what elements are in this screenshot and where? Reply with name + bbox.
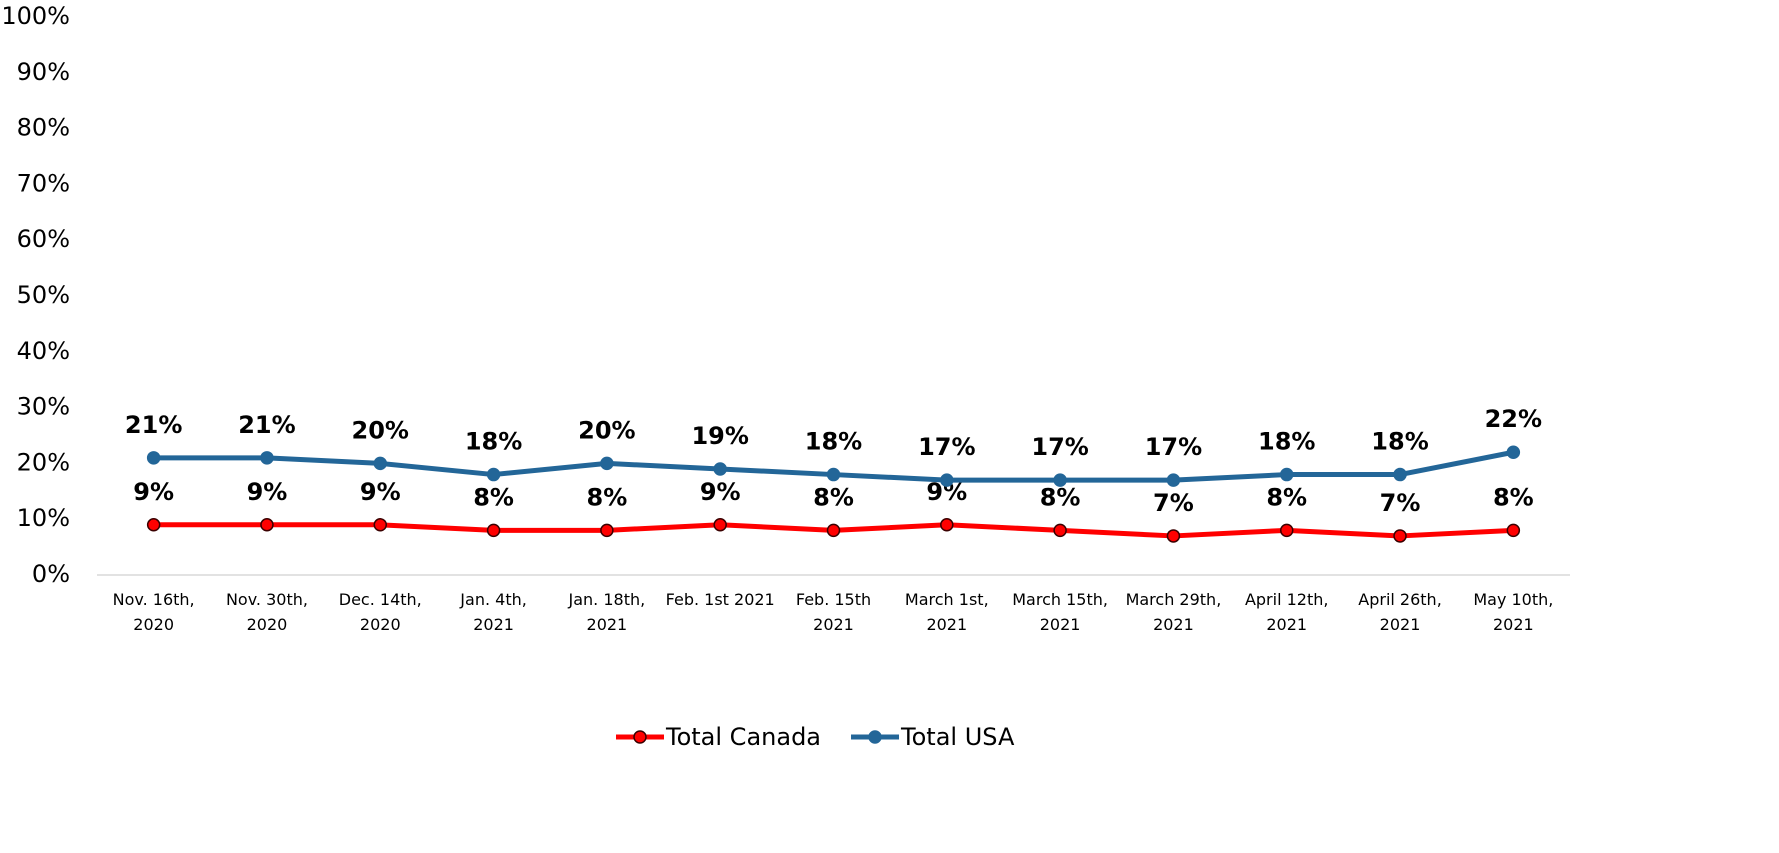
data-label: 9% — [360, 478, 401, 506]
legend-label: Total Canada — [665, 723, 821, 751]
data-label: 9% — [700, 478, 741, 506]
legend-marker — [633, 730, 647, 744]
y-tick-label: 10% — [17, 504, 70, 532]
y-tick-label: 90% — [17, 58, 70, 86]
y-tick-label: 70% — [17, 169, 70, 197]
data-label: 18% — [805, 428, 862, 456]
legend-label: Total USA — [900, 723, 1015, 751]
x-tick-label: March 1st, 2021 — [904, 590, 989, 634]
data-point — [1053, 523, 1067, 538]
x-tick-label: Jan. 4th, 2021 — [460, 590, 527, 634]
data-label: 19% — [691, 422, 748, 450]
y-tick-label: 50% — [17, 281, 70, 309]
x-tick-label: Dec. 14th, 2020 — [338, 590, 422, 634]
data-point — [940, 473, 954, 487]
data-point — [713, 462, 727, 476]
x-tick-label: Feb. 1st 2021 — [665, 590, 775, 609]
data-point — [826, 523, 841, 538]
data-point — [486, 523, 501, 538]
data-label: 8% — [1266, 483, 1307, 511]
data-label: 8% — [813, 483, 854, 511]
data-label: 20% — [578, 416, 635, 444]
data-point — [260, 518, 274, 532]
data-label: 8% — [473, 483, 514, 511]
data-label: 7% — [1380, 489, 1421, 517]
data-label: 9% — [133, 478, 174, 506]
data-label: 21% — [238, 411, 295, 439]
data-label: 21% — [125, 411, 182, 439]
data-point — [1506, 445, 1521, 459]
data-point — [1506, 523, 1521, 538]
data-label: 18% — [1371, 428, 1428, 456]
data-point — [826, 467, 841, 482]
data-label: 8% — [587, 483, 628, 511]
x-tick-label: Jan. 18th, 2021 — [568, 590, 646, 634]
data-point — [1393, 467, 1407, 482]
x-tick-label: Nov. 30th, 2020 — [225, 590, 308, 634]
y-tick-label: 20% — [17, 448, 70, 476]
data-point — [1166, 529, 1181, 543]
data-label: 8% — [1493, 483, 1534, 511]
data-label: 20% — [352, 416, 409, 444]
data-point — [1053, 473, 1067, 487]
y-tick-label: 80% — [17, 114, 70, 142]
x-tick-label: Nov. 16th, 2020 — [112, 590, 195, 634]
data-label: 9% — [247, 478, 288, 506]
data-point — [713, 518, 727, 532]
data-point — [600, 456, 614, 471]
data-label: 22% — [1485, 405, 1542, 433]
x-tick-label: Feb. 15th 2021 — [795, 590, 872, 634]
data-point — [146, 518, 161, 532]
data-point — [373, 518, 388, 532]
y-tick-label: 0% — [32, 560, 70, 588]
x-tick-label: April 26th, 2021 — [1358, 590, 1442, 634]
data-point — [1279, 467, 1294, 482]
data-point — [940, 518, 954, 532]
data-point — [146, 451, 161, 465]
y-tick-label: 60% — [17, 225, 70, 253]
data-point — [600, 523, 614, 538]
data-point — [486, 467, 501, 482]
data-label: 18% — [465, 428, 522, 456]
data-label: 17% — [918, 433, 975, 461]
y-tick-label: 30% — [17, 393, 70, 421]
data-point — [1166, 473, 1181, 487]
data-point — [373, 456, 388, 471]
legend-marker — [868, 730, 882, 744]
data-label: 7% — [1153, 489, 1194, 517]
data-point — [1279, 523, 1294, 538]
x-tick-label: May 10th, 2021 — [1473, 590, 1554, 634]
data-label: 8% — [1040, 483, 1081, 511]
data-point — [1393, 529, 1407, 543]
data-label: 17% — [1031, 433, 1088, 461]
y-tick-label: 100% — [1, 2, 70, 30]
data-point — [260, 451, 274, 465]
x-tick-label: April 12th, 2021 — [1244, 590, 1329, 634]
y-tick-label: 40% — [17, 337, 70, 365]
data-label: 18% — [1258, 428, 1315, 456]
x-tick-label: March 29th, 2021 — [1125, 590, 1222, 634]
data-label: 17% — [1145, 433, 1202, 461]
x-tick-label: March 15th, 2021 — [1012, 590, 1108, 634]
